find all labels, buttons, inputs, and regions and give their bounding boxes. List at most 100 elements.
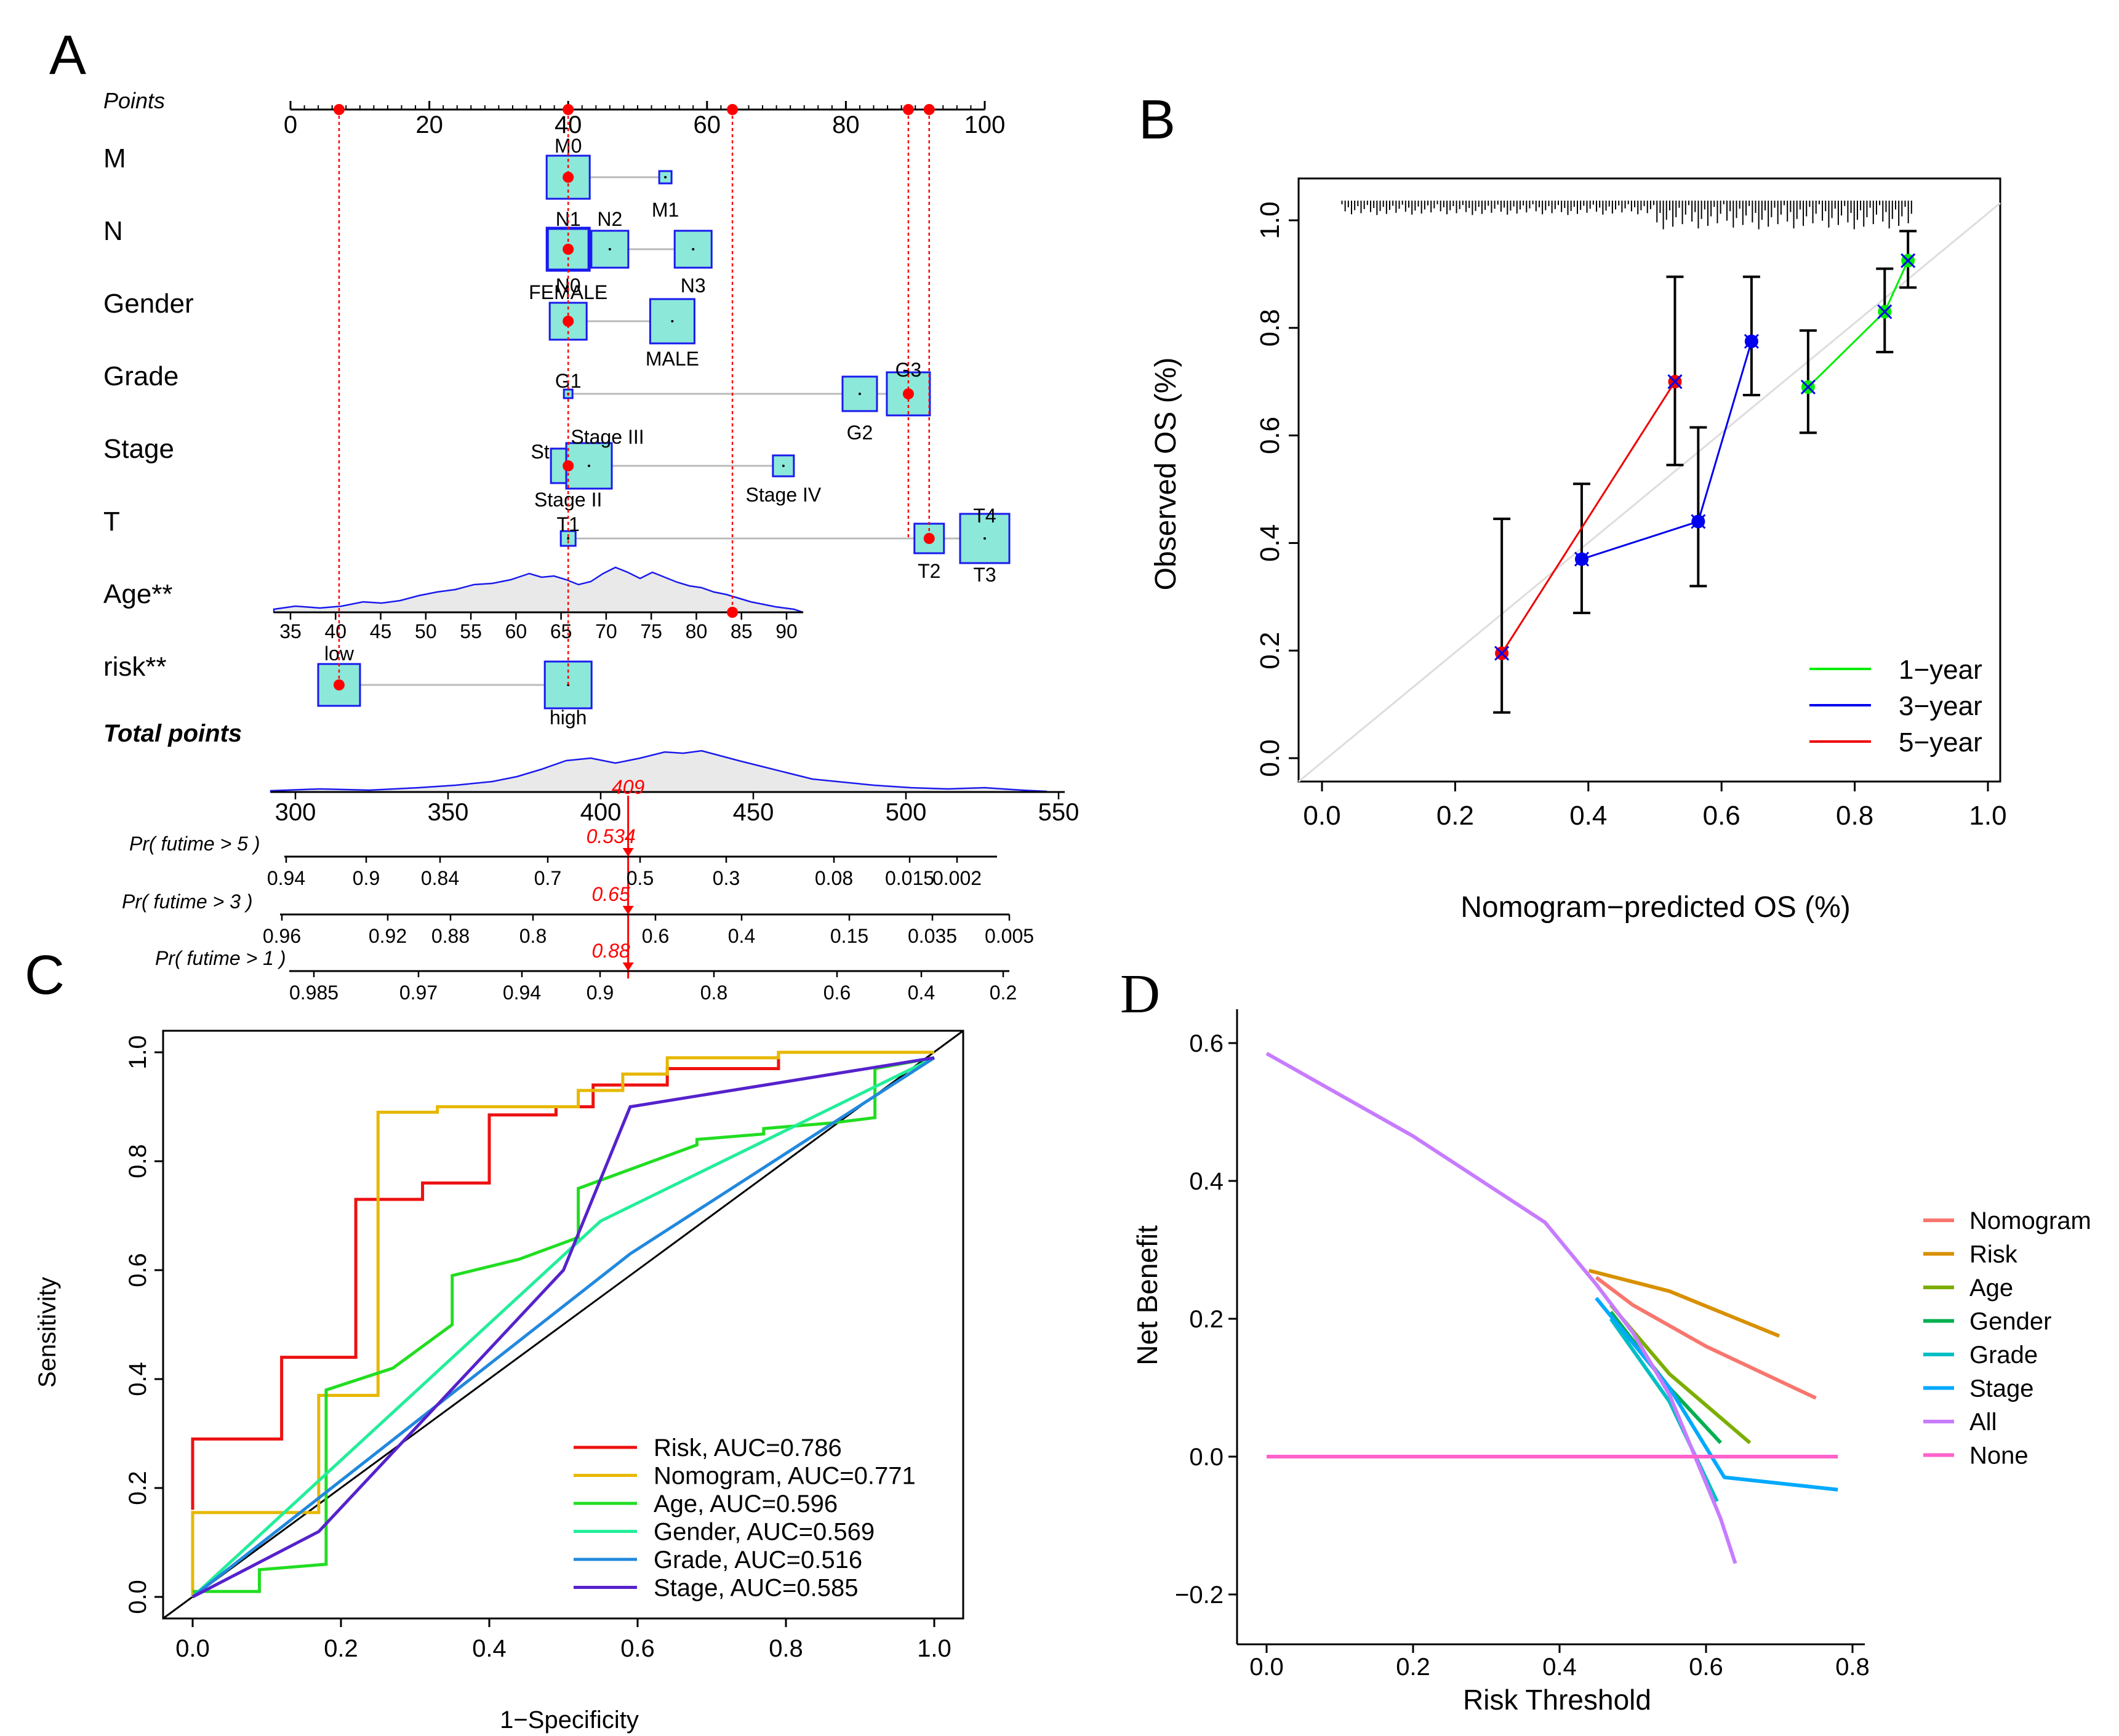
b-y-tick-label: 0.6	[1255, 417, 1285, 454]
c-x-tick-label: 0.6	[620, 1635, 655, 1662]
prob-tick-label: 0.8	[519, 925, 547, 947]
b-y-tick-label: 0.8	[1255, 309, 1285, 346]
c-roc-curve-gender	[191, 1056, 935, 1598]
t-level-label: T3	[973, 564, 996, 586]
b-x-tick-label: 0.6	[1703, 801, 1740, 831]
b-y-tick-label: 0.2	[1255, 632, 1285, 670]
t-level-label: T4	[973, 505, 996, 527]
c-roc-curve-age	[193, 1056, 935, 1593]
c-y-tick-label: 0.8	[124, 1144, 151, 1178]
b-cross-5-year	[1667, 374, 1683, 390]
row-label-m: M	[103, 143, 126, 174]
prob-tick-label: 0.96	[263, 925, 301, 947]
d-y-tick-label: 0.0	[1189, 1444, 1224, 1471]
roc-panel: 1−Specificity Sensitivity 0.0 0.2 0.4 0.6 0.…	[34, 1030, 964, 1734]
points-axis-marker	[923, 104, 935, 115]
age-tick-label: 35	[279, 620, 302, 642]
b-x-tick-label: 0.8	[1836, 801, 1873, 831]
prob-arrow	[622, 906, 634, 914]
d-legend-label-risk: Risk	[1969, 1241, 2018, 1268]
total-tick-label: 450	[733, 799, 774, 826]
panel-label-d: D	[1120, 964, 1160, 1025]
c-x-axis-title: 1−Specificity	[500, 1706, 639, 1734]
prob-tick-label: 0.9	[587, 982, 614, 1004]
points-axis-marker	[902, 104, 914, 115]
age-tick-label: 85	[731, 620, 753, 642]
stage-level-center	[782, 465, 785, 467]
prob-tick-label: 0.8	[700, 982, 727, 1004]
points-tick-label: 60	[694, 111, 721, 138]
row-label-age: Age**	[103, 579, 173, 609]
b-plot-frame	[1297, 177, 2001, 783]
age-tick-label: 75	[640, 620, 662, 642]
d-x-tick-label: 0.8	[1835, 1654, 1870, 1681]
n-level-center	[608, 248, 611, 250]
d-x-tick-label: 0.0	[1249, 1654, 1284, 1681]
points-label: Points	[103, 88, 165, 113]
prob-axis-label: Pr( futime > 5 )	[129, 833, 260, 855]
c-legend-label-grade: Grade, AUC=0.516	[654, 1546, 862, 1574]
prob-tick-label: 0.92	[369, 925, 407, 947]
total-tick-label: 300	[275, 799, 316, 826]
c-x-tick-label: 1.0	[917, 1635, 951, 1662]
c-legend-label-gender: Gender, AUC=0.569	[654, 1519, 875, 1546]
prob-tick-label: 0.2	[990, 982, 1017, 1004]
d-y-axis-title: Net Benefit	[1131, 1225, 1163, 1366]
points-tick-label: 100	[964, 111, 1006, 138]
prob-tick-label: 0.002	[932, 867, 982, 889]
c-legend-label-risk: Risk, AUC=0.786	[654, 1434, 842, 1462]
d-curve-risk	[1588, 1268, 1781, 1338]
prob-value-label: 0.65	[591, 883, 630, 905]
b-cross-1-year	[1877, 304, 1893, 319]
age-tick-label: 90	[775, 620, 798, 642]
risk-level-label: high	[550, 706, 587, 729]
d-legend-label-age: Age	[1969, 1274, 2013, 1302]
c-legend-label-stage: Stage, AUC=0.585	[654, 1575, 858, 1602]
n-level-label: N2	[597, 208, 622, 230]
c-roc-curve-stage	[191, 1056, 935, 1599]
n-selected-point	[563, 244, 574, 255]
total-tick-label: 550	[1038, 799, 1080, 826]
b-cross-3-year	[1574, 551, 1590, 567]
c-roc-curve-nomogram	[191, 1050, 934, 1597]
prob-value-label: 0.88	[591, 940, 630, 962]
points-axis-marker	[563, 104, 574, 115]
nomogram-panel: Points M N Gender Grade Stage T Age** ri…	[103, 88, 1079, 1004]
age-tick-label: 40	[324, 620, 346, 642]
b-x-axis-title: Nomogram−predicted OS (%)	[1460, 891, 1851, 924]
c-y-tick-label: 0.2	[124, 1471, 151, 1505]
d-y-tick-label: 0.2	[1189, 1306, 1224, 1333]
panel-label-c: C	[25, 945, 65, 1006]
age-tick-label: 45	[370, 620, 392, 642]
d-y-tick-label: 0.4	[1189, 1168, 1224, 1195]
age-tick-label: 70	[595, 620, 617, 642]
age-density	[273, 566, 804, 614]
points-tick-label: 80	[832, 111, 860, 138]
m-level-center	[664, 176, 667, 178]
d-legend-label-grade: Grade	[1969, 1342, 2038, 1369]
b-ideal-line	[1298, 202, 2001, 783]
stage-selected-point	[563, 460, 574, 471]
b-legend-label-1-year: 1−year	[1899, 655, 1982, 685]
d-x-tick-label: 0.6	[1689, 1654, 1723, 1681]
prob-tick-label: 0.6	[823, 982, 851, 1004]
t-selected-point	[923, 533, 935, 544]
m-level-label: M1	[652, 199, 679, 221]
row-label-n: N	[103, 216, 123, 246]
age-tick-label: 55	[460, 620, 482, 642]
total-density	[270, 750, 1047, 793]
points-axis-marker	[333, 104, 345, 115]
row-label-grade: Grade	[103, 361, 178, 391]
b-x-tick-label: 0.4	[1569, 801, 1607, 831]
calibration-panel: Nomogram−predicted OS (%) Observed OS (%…	[1150, 177, 2007, 924]
prob-tick-label: 0.88	[431, 925, 470, 947]
c-x-tick-label: 0.4	[472, 1635, 507, 1662]
points-tick-label: 0	[284, 111, 297, 138]
prob-tick-label: 0.5	[627, 867, 654, 889]
prob-tick-label: 0.035	[908, 925, 957, 947]
b-cross-1-year	[1800, 379, 1816, 395]
prob-tick-label: 0.97	[399, 982, 438, 1004]
prob-tick-label: 0.94	[267, 867, 305, 889]
points-tick-label: 20	[415, 111, 443, 138]
